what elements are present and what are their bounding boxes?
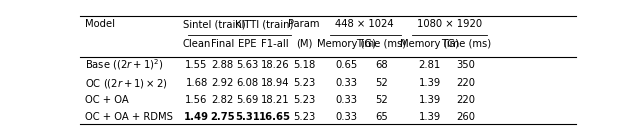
Text: 5.23: 5.23 xyxy=(293,95,316,105)
Text: Param: Param xyxy=(289,19,320,29)
Text: Time (ms): Time (ms) xyxy=(356,39,406,49)
Text: 5.31: 5.31 xyxy=(236,112,260,122)
Text: 16.65: 16.65 xyxy=(259,112,291,122)
Text: 52: 52 xyxy=(375,78,388,88)
Text: 5.18: 5.18 xyxy=(293,60,316,70)
Text: 1.39: 1.39 xyxy=(419,78,441,88)
Text: 2.81: 2.81 xyxy=(419,60,441,70)
Text: 18.94: 18.94 xyxy=(260,78,289,88)
Text: 448 × 1024: 448 × 1024 xyxy=(335,19,394,29)
Text: 18.26: 18.26 xyxy=(260,60,289,70)
Text: OC $((2r+1)\times2)$: OC $((2r+1)\times2)$ xyxy=(85,77,168,90)
Text: OC + OA + RDMS: OC + OA + RDMS xyxy=(85,112,173,122)
Text: 1.49: 1.49 xyxy=(184,112,209,122)
Text: 18.21: 18.21 xyxy=(260,95,289,105)
Text: 1.56: 1.56 xyxy=(186,95,208,105)
Text: 1.55: 1.55 xyxy=(186,60,208,70)
Text: 1.68: 1.68 xyxy=(186,78,208,88)
Text: 2.82: 2.82 xyxy=(211,95,234,105)
Text: 5.23: 5.23 xyxy=(293,112,316,122)
Text: 1.39: 1.39 xyxy=(419,95,441,105)
Text: 2.88: 2.88 xyxy=(211,60,234,70)
Text: F1-all: F1-all xyxy=(261,39,289,49)
Text: (M): (M) xyxy=(296,39,312,49)
Text: 65: 65 xyxy=(375,112,388,122)
Text: 2.92: 2.92 xyxy=(211,78,234,88)
Text: Time (ms): Time (ms) xyxy=(441,39,491,49)
Text: 6.08: 6.08 xyxy=(237,78,259,88)
Text: EPE: EPE xyxy=(238,39,257,49)
Text: Clean: Clean xyxy=(182,39,211,49)
Text: Memory (G): Memory (G) xyxy=(400,39,459,49)
Text: 0.33: 0.33 xyxy=(336,112,358,122)
Text: 5.63: 5.63 xyxy=(237,60,259,70)
Text: 0.65: 0.65 xyxy=(336,60,358,70)
Text: 220: 220 xyxy=(456,95,476,105)
Text: OC + OA: OC + OA xyxy=(85,95,129,105)
Text: 52: 52 xyxy=(375,95,388,105)
Text: 68: 68 xyxy=(375,60,388,70)
Text: 1.39: 1.39 xyxy=(419,112,441,122)
Text: 5.69: 5.69 xyxy=(236,95,259,105)
Text: Sintel (train): Sintel (train) xyxy=(182,19,245,29)
Text: Base $((2r+1)^2)$: Base $((2r+1)^2)$ xyxy=(85,57,163,72)
Text: 0.33: 0.33 xyxy=(336,78,358,88)
Text: Model: Model xyxy=(85,19,115,29)
Text: 0.33: 0.33 xyxy=(336,95,358,105)
Text: 5.23: 5.23 xyxy=(293,78,316,88)
Text: 1080 × 1920: 1080 × 1920 xyxy=(417,19,482,29)
Text: 220: 220 xyxy=(456,78,476,88)
Text: Memory (G): Memory (G) xyxy=(317,39,376,49)
Text: 350: 350 xyxy=(456,60,476,70)
Text: Final: Final xyxy=(211,39,234,49)
Text: 260: 260 xyxy=(456,112,476,122)
Text: 2.75: 2.75 xyxy=(210,112,235,122)
Text: KITTI (train): KITTI (train) xyxy=(236,19,294,29)
